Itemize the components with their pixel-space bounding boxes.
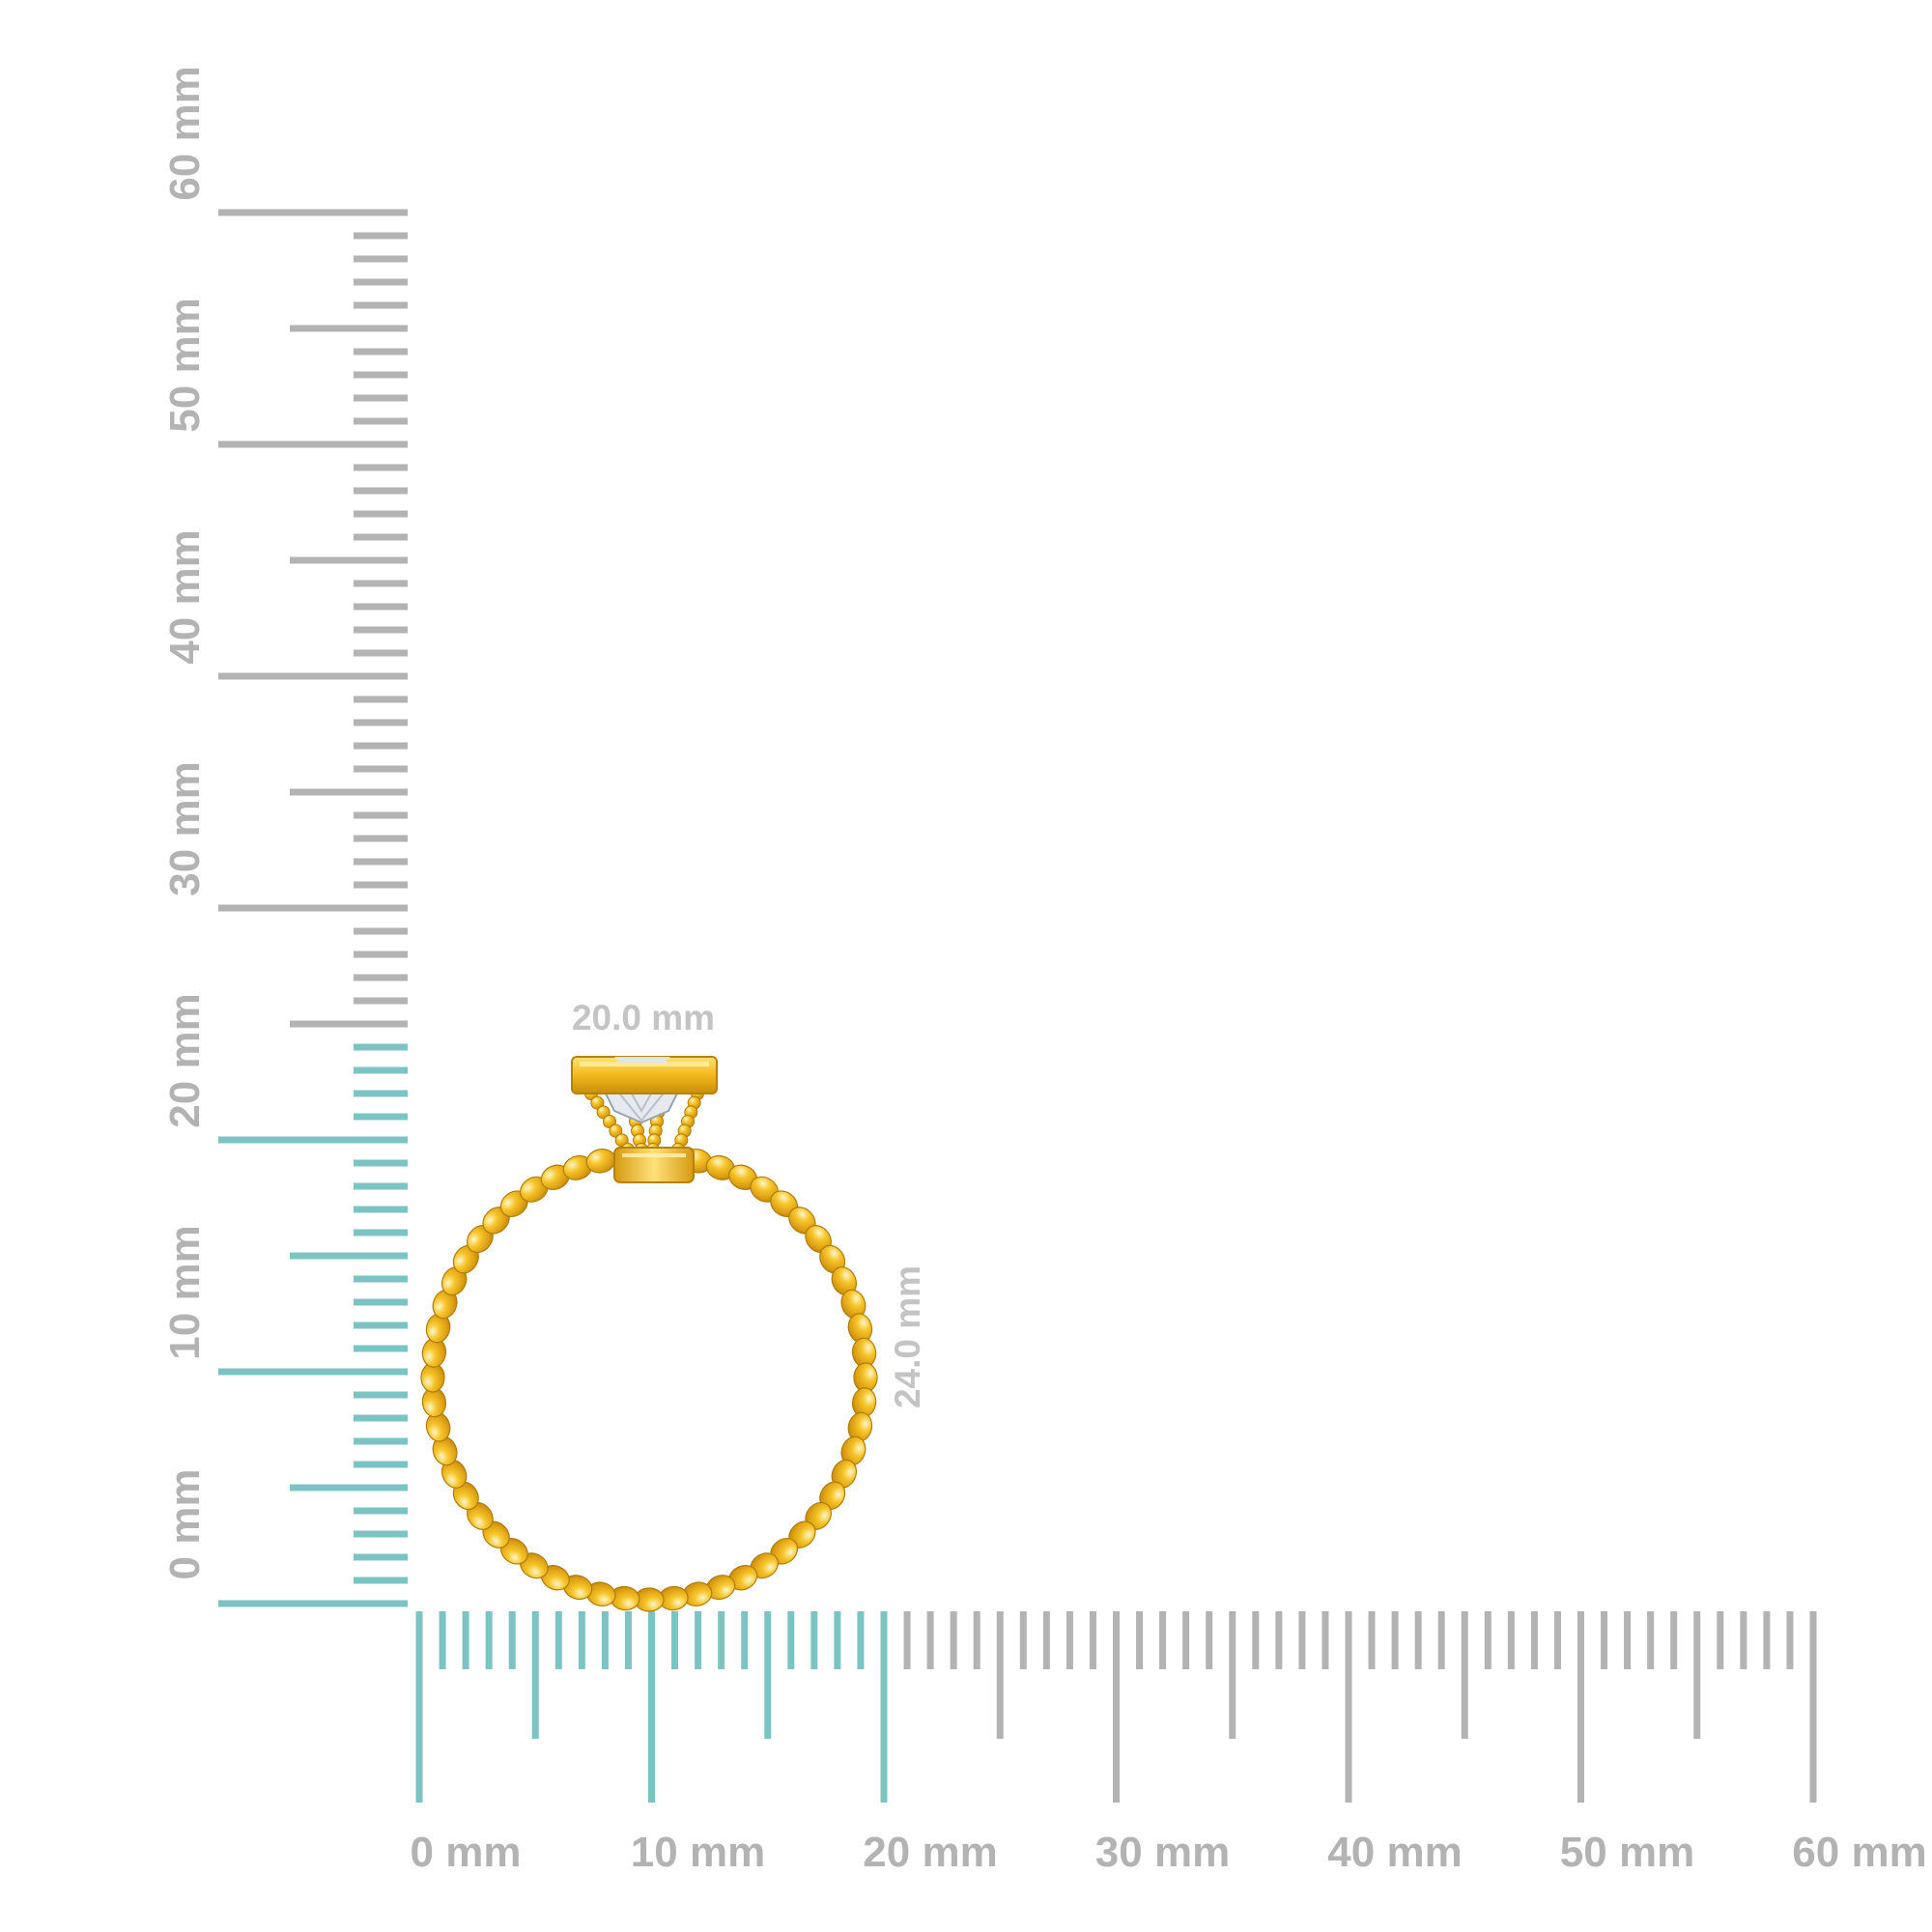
support-bead xyxy=(590,1095,605,1110)
vertical-ruler-label: 20 mm xyxy=(161,993,209,1127)
ring-image xyxy=(420,1056,878,1612)
bezel-stone-window xyxy=(614,1057,670,1063)
horizontal-ruler-label: 30 mm xyxy=(1095,1829,1230,1876)
vertical-ruler-label: 0 mm xyxy=(161,1469,209,1580)
support-bead xyxy=(609,1123,623,1138)
vertical-ruler-label: 10 mm xyxy=(161,1225,209,1359)
vertical-ruler: 0 mm 10 mm 20 mm 30 mm 40 mm 50 mm 60 mm xyxy=(161,66,408,1607)
ring-height-label: 24.0 mm xyxy=(888,1265,927,1408)
support-bead xyxy=(596,1105,611,1120)
ring-width-label: 20.0 mm xyxy=(572,998,715,1037)
horizontal-ruler-label: 50 mm xyxy=(1560,1829,1694,1876)
horizontal-ruler-label: 10 mm xyxy=(631,1829,765,1876)
support-bead xyxy=(603,1115,616,1128)
support-bead xyxy=(614,1133,629,1148)
vertical-ruler-label: 30 mm xyxy=(161,761,209,895)
vertical-ruler-label: 50 mm xyxy=(161,298,209,432)
bezel-base xyxy=(613,1147,695,1183)
horizontal-ruler: 0 mm 10 mm 20 mm 30 mm 40 mm 50 mm 60 mm xyxy=(411,1611,1927,1876)
horizontal-ruler-label: 40 mm xyxy=(1327,1829,1462,1876)
vertical-ruler-label: 60 mm xyxy=(161,66,209,200)
vertical-ruler-label: 40 mm xyxy=(161,529,209,664)
horizontal-ruler-label: 60 mm xyxy=(1792,1829,1926,1876)
twisted-band xyxy=(420,1149,878,1612)
bezel-setting xyxy=(571,1056,718,1183)
horizontal-ruler-label: 20 mm xyxy=(863,1829,997,1876)
horizontal-ruler-label: 0 mm xyxy=(411,1829,522,1876)
